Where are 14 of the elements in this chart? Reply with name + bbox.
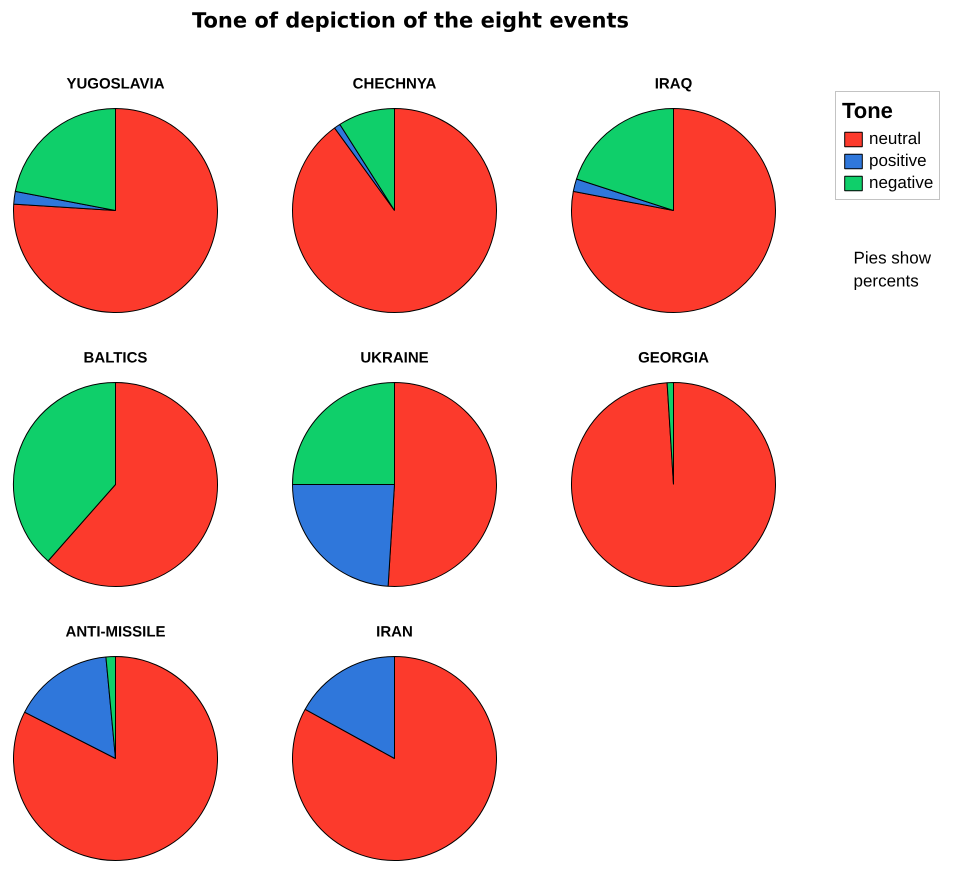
text: Pies show percents [854, 248, 932, 290]
legend-label: positive [869, 151, 927, 171]
chart-title: GEORGIA [638, 350, 710, 366]
legend-label: negative [869, 173, 934, 193]
chart-title: IRAQ [654, 76, 693, 92]
chart-title: CHECHNYA [352, 76, 436, 92]
legend-label: neutral [869, 129, 921, 149]
chart-title: YUGOSLAVIA [66, 76, 165, 92]
text: Tone of depiction of the eight events [192, 8, 630, 32]
chart-title: IRAN [376, 624, 413, 640]
legend-title: Tone [842, 98, 894, 124]
chart-title: UKRAINE [360, 350, 429, 366]
chart-title: BALTICS [84, 350, 148, 366]
chart-title: ANTI-MISSILE [66, 624, 166, 640]
